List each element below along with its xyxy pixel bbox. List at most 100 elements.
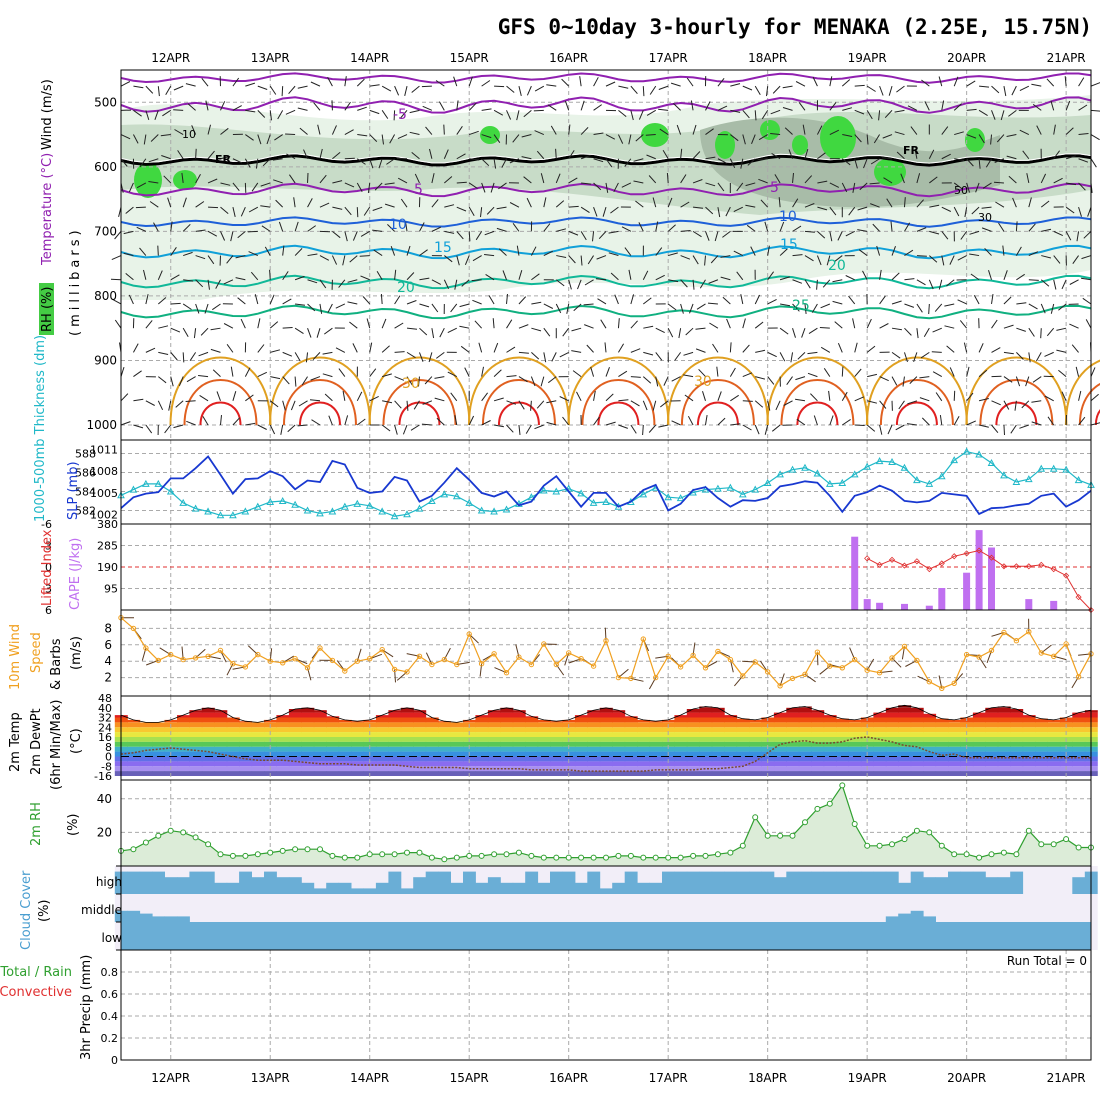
wind-barb: [842, 418, 851, 426]
wind-barb: [506, 424, 514, 433]
lifted-index-point: [1038, 561, 1045, 568]
temp-color-band: [1047, 732, 1061, 737]
cape-bar: [901, 603, 908, 610]
temp-color-band: [574, 715, 588, 718]
wind-barb: [869, 182, 880, 185]
cloud-cover-bar: [724, 871, 737, 894]
wind-barb: [981, 227, 992, 232]
temp-color-band: [1022, 746, 1036, 752]
bottom-date-label: 17APR: [649, 1071, 688, 1085]
wind-barb: [185, 83, 196, 87]
cloud-cover-bar: [649, 882, 663, 894]
wind-barb: [210, 348, 221, 353]
temp-color-band: [326, 716, 340, 718]
temp-color-band: [251, 751, 265, 757]
temp-color-band: [985, 746, 999, 752]
cloud-layer-background: [512, 894, 526, 922]
wind-barb: [642, 376, 652, 384]
temp-color-band: [525, 732, 539, 737]
temp-color-band: [301, 727, 315, 733]
wind-barb: [369, 158, 374, 169]
ylabel-temp2m-a: 2m Temp: [8, 712, 23, 772]
wind-barb: [481, 392, 489, 402]
cloud-cover-bar: [177, 877, 190, 894]
wind-barb: [630, 376, 641, 378]
temp-color-band: [264, 727, 277, 733]
ylabel-wind10m-a: 10m Wind: [8, 624, 23, 690]
temp-color-band: [786, 766, 800, 772]
cloud-cover-bar: [860, 871, 874, 894]
temp-color-band: [1035, 727, 1048, 733]
temp-color-band: [1010, 709, 1024, 713]
temp-color-band: [860, 756, 874, 762]
wind-barb: [319, 202, 330, 208]
temp-color-band: [662, 746, 675, 752]
wind-barb: [618, 343, 625, 353]
rh2m-point: [491, 851, 498, 858]
wind-barb: [726, 318, 731, 329]
wind-barb: [182, 303, 192, 310]
wind10m-speed-point: [802, 671, 808, 677]
temp-color-band: [525, 766, 539, 772]
wind-barb: [667, 197, 673, 208]
wind-barb: [1053, 150, 1061, 160]
wind-barb: [689, 303, 694, 314]
temp-color-band: [885, 712, 899, 718]
temp-color-band: [264, 761, 277, 767]
wind-barb: [331, 125, 337, 135]
wind-barb: [1000, 110, 1005, 121]
temp-color-band: [761, 761, 775, 767]
temp-color-band: [525, 751, 539, 757]
wind-barb: [394, 295, 401, 305]
temp-color-band: [537, 741, 551, 747]
wind-barb: [186, 376, 196, 383]
wind-barb: [592, 231, 595, 242]
cloud-cover-bar: [351, 888, 364, 894]
temp-color-band: [500, 766, 514, 772]
wind-barb: [717, 77, 725, 87]
temp-color-band: [537, 766, 551, 772]
temp-color-band: [413, 722, 427, 728]
temp-color-band: [500, 746, 514, 752]
temp-color-band: [823, 771, 837, 776]
wind-barb: [804, 148, 809, 159]
temp-color-band: [338, 732, 352, 737]
temp-color-band: [288, 751, 302, 757]
wind-barb: [722, 296, 731, 305]
cloud-layer-background: [326, 894, 340, 922]
wind-barb: [207, 255, 215, 265]
wind-barb: [413, 400, 420, 410]
wind-barb: [764, 221, 769, 232]
temp2m-tick-label: -8: [101, 760, 112, 773]
temp-color-band: [276, 732, 290, 737]
temp-color-band: [898, 761, 912, 767]
temp-color-band: [649, 756, 663, 762]
bottom-date-label: 13APR: [251, 1071, 290, 1085]
boundary-layer-isotherm: [680, 379, 755, 426]
wind-barb: [294, 221, 299, 232]
wind-barb: [1008, 175, 1017, 184]
wind-barb: [854, 342, 858, 353]
wind-barb: [546, 421, 557, 426]
rh2m-point: [752, 814, 759, 821]
wind-barb: [1003, 376, 1013, 383]
wind-barb: [195, 174, 201, 184]
wind-barb: [405, 221, 408, 232]
wind-barb: [182, 327, 189, 338]
temp-color-band: [450, 727, 464, 733]
thickness-point: [253, 502, 262, 510]
temp-color-band: [699, 746, 713, 752]
temp-color-band: [686, 732, 700, 737]
thickness-point: [726, 483, 735, 491]
wind-barb: [939, 415, 943, 426]
cloud-cover-bar: [811, 871, 825, 894]
thickness-point: [875, 457, 884, 465]
rh2m-point: [777, 832, 784, 839]
wind-barb: [523, 109, 532, 118]
wind-barb: [876, 245, 881, 256]
temp-color-band: [201, 766, 215, 772]
thickness-slp-series: [117, 447, 1095, 520]
wind-barb: [642, 270, 649, 280]
temp-color-band: [562, 756, 576, 762]
temp-color-band: [500, 751, 514, 757]
